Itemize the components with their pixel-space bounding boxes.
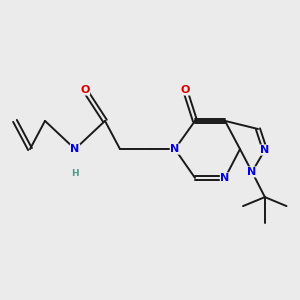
Text: N: N xyxy=(170,144,179,154)
Text: N: N xyxy=(260,145,269,155)
Text: N: N xyxy=(70,144,80,154)
Text: N: N xyxy=(248,167,256,177)
Text: O: O xyxy=(180,85,190,95)
Text: N: N xyxy=(220,173,230,183)
Text: H: H xyxy=(71,169,79,178)
Text: O: O xyxy=(80,85,90,95)
